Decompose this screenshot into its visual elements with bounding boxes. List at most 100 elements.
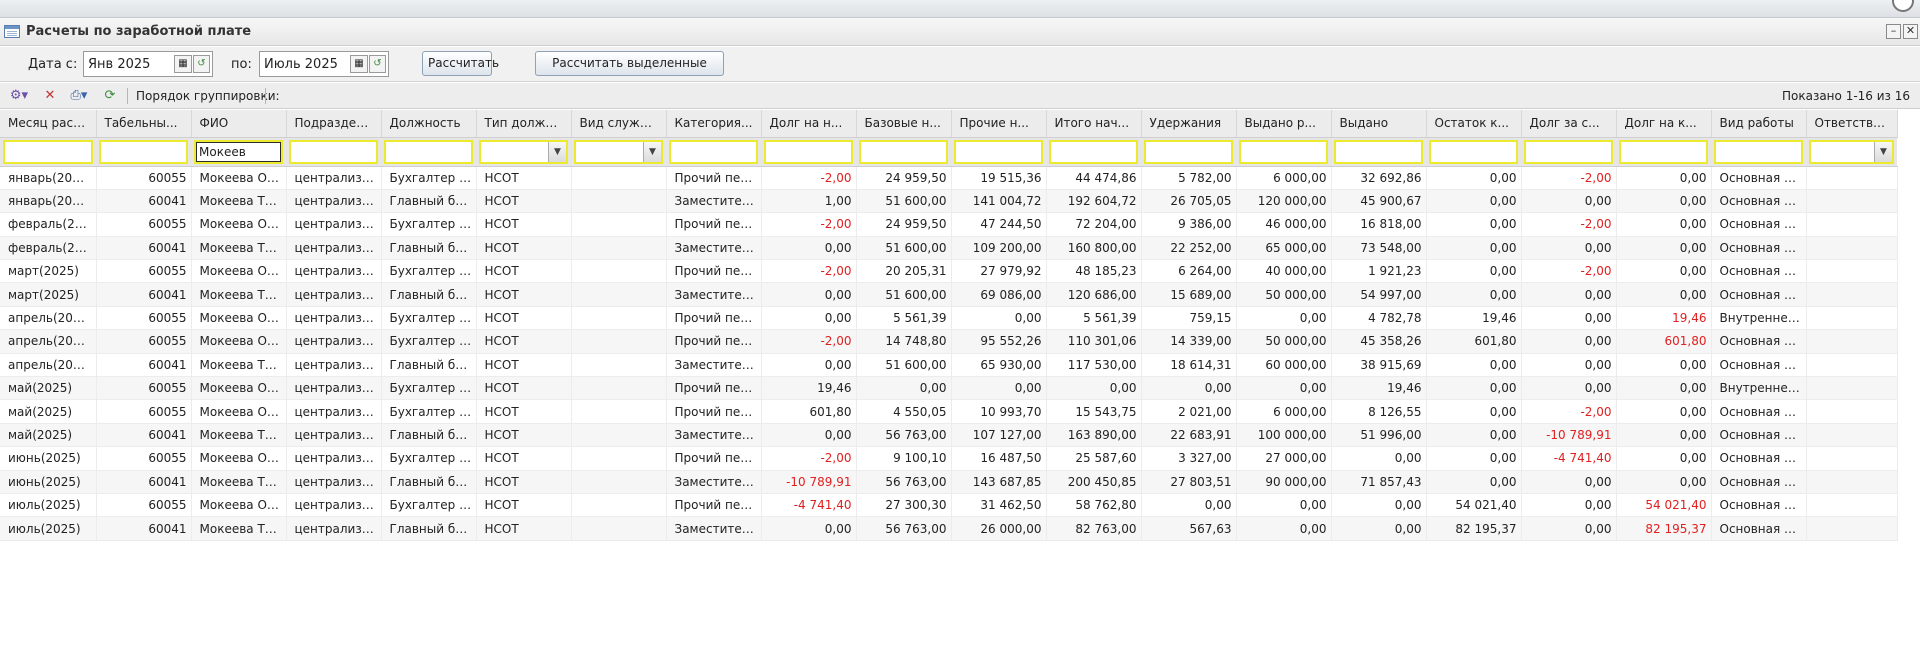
calendar-icon[interactable]: ▦ xyxy=(350,55,368,73)
date-to-field[interactable]: Июль 2025 ▦ ↺ xyxy=(259,51,389,77)
column-filter-input[interactable] xyxy=(99,139,188,164)
table-cell: Основная ра... xyxy=(1711,166,1807,190)
table-cell: Мокеева Ол... xyxy=(191,166,287,190)
column-header[interactable]: Вид служащ... xyxy=(571,110,667,138)
column-header[interactable]: Тип должно... xyxy=(476,110,572,138)
column-header[interactable]: Долг на н... xyxy=(761,110,857,138)
chevron-down-icon[interactable]: ▼ xyxy=(548,141,566,162)
table-cell: 8 126,55 xyxy=(1331,399,1427,424)
table-row[interactable]: март(2025) 60041 Мокеева Та... централизов.… xyxy=(0,282,1898,307)
table-cell: март(2025) xyxy=(0,282,97,307)
calculate-selected-button[interactable]: Рассчитать выделенные записи xyxy=(535,51,724,93)
column-header[interactable]: Базовые н... xyxy=(856,110,952,138)
table-cell: 0,00 xyxy=(1616,353,1712,378)
table-row[interactable]: апрель(2025) 60041 Мокеева Та... централизо… xyxy=(0,353,1898,378)
table-row[interactable]: январь(2025) 60055 Мокеева Ол... централизо… xyxy=(0,166,1898,190)
table-row[interactable]: май(2025) 60055 Мокеева Ол... централизов..… xyxy=(0,376,1898,401)
table-cell: 0,00 xyxy=(1236,306,1332,331)
table-row[interactable]: май(2025) 60055 Мокеева Ол... централизов..… xyxy=(0,399,1898,424)
table-cell: 100 000,00 xyxy=(1236,423,1332,448)
calendar-icon[interactable]: ▦ xyxy=(174,55,192,73)
chevron-down-icon[interactable]: ▼ xyxy=(643,141,661,162)
column-header[interactable]: Выдано xyxy=(1331,110,1427,138)
column-filter-input[interactable] xyxy=(1049,139,1138,164)
column-filter-input[interactable] xyxy=(859,139,948,164)
column-header[interactable]: Долг на к... xyxy=(1616,110,1712,138)
table-row[interactable]: апрель(2025) 60055 Мокеева Ол... централизо… xyxy=(0,329,1898,354)
column-header[interactable]: Месяц расче... xyxy=(0,110,97,138)
table-row[interactable]: март(2025) 60055 Мокеева Ол... централизов.… xyxy=(0,259,1898,284)
column-filter-combo[interactable]: ▼ xyxy=(574,139,663,164)
table-row[interactable]: июнь(2025) 60055 Мокеева Ол... централизов.… xyxy=(0,446,1898,471)
table-row[interactable]: январь(2025) 60041 Мокеева Та... централизо… xyxy=(0,189,1898,214)
table-row[interactable]: февраль(20... 60055 Мокеева Ол... централиз… xyxy=(0,212,1898,237)
table-cell: 0,00 xyxy=(1521,236,1617,261)
column-filter-input[interactable] xyxy=(764,139,853,164)
table-cell xyxy=(571,376,667,401)
column-filter-input[interactable] xyxy=(1714,139,1803,164)
table-cell: централизов... xyxy=(286,282,382,307)
table-cell xyxy=(571,446,667,471)
close-icon[interactable]: ✕ xyxy=(1903,24,1918,39)
date-from-field[interactable]: Янв 2025 ▦ ↺ xyxy=(83,51,213,77)
table-row[interactable]: апрель(2025) 60055 Мокеева Ол... централизо… xyxy=(0,306,1898,331)
column-header[interactable]: Итого нач... xyxy=(1046,110,1142,138)
table-row[interactable]: май(2025) 60041 Мокеева Та... централизов..… xyxy=(0,423,1898,448)
column-header[interactable]: Прочие н... xyxy=(951,110,1047,138)
column-header[interactable]: Долг за с... xyxy=(1521,110,1617,138)
column-header[interactable]: Вид работы xyxy=(1711,110,1807,138)
column-header[interactable]: Категория... xyxy=(666,110,762,138)
settings-menu-icon[interactable]: ⚙▾ xyxy=(9,88,29,103)
table-cell: Заместитель... xyxy=(666,282,762,307)
table-cell: -2,00 xyxy=(1521,212,1617,237)
table-cell: 15 543,75 xyxy=(1046,399,1142,424)
table-row[interactable]: июнь(2025) 60041 Мокеева Та... централизов.… xyxy=(0,470,1898,494)
column-filter-combo[interactable]: ▼ xyxy=(479,139,568,164)
column-filter-input[interactable] xyxy=(1334,139,1423,164)
table-cell: 60055 xyxy=(96,446,192,471)
table-cell xyxy=(571,423,667,448)
column-header[interactable]: Должность xyxy=(381,110,477,138)
table-cell: Главный бух... xyxy=(381,353,477,378)
chevron-down-icon[interactable]: ▼ xyxy=(1874,141,1892,162)
table-cell: 60055 xyxy=(96,166,192,190)
table-row[interactable]: февраль(20... 60041 Мокеева Та... централиз… xyxy=(0,236,1898,261)
column-filter-input[interactable] xyxy=(1239,139,1328,164)
calculate-button[interactable]: Рассчитать xyxy=(422,51,499,76)
column-header[interactable]: Табельны... xyxy=(96,110,192,138)
column-filter-input[interactable] xyxy=(289,139,378,164)
table-cell xyxy=(1806,470,1898,494)
column-header[interactable]: Подразделе... xyxy=(286,110,382,138)
column-filter-input[interactable] xyxy=(1429,139,1518,164)
column-filter-input[interactable] xyxy=(1524,139,1613,164)
grouping-label: Порядок группировки: xyxy=(136,89,280,103)
column-filter-combo[interactable]: ▼ xyxy=(1809,139,1894,164)
refresh-icon[interactable]: ⟳ xyxy=(104,88,116,103)
column-header[interactable]: Удержания xyxy=(1141,110,1237,138)
table-cell: НСОТ xyxy=(476,493,572,518)
column-filter-input[interactable] xyxy=(1144,139,1233,164)
column-filter-input[interactable] xyxy=(384,139,473,164)
table-cell: Основная ра... xyxy=(1711,259,1807,284)
column-header[interactable]: Остаток к... xyxy=(1426,110,1522,138)
column-filter-input[interactable] xyxy=(1619,139,1708,164)
apply-date-icon[interactable]: ↺ xyxy=(193,55,210,73)
column-filter-input[interactable] xyxy=(669,139,758,164)
column-header[interactable]: Выдано р... xyxy=(1236,110,1332,138)
table-cell: 50 000,00 xyxy=(1236,282,1332,307)
top-strip xyxy=(0,0,1920,18)
column-header[interactable]: ФИО xyxy=(191,110,287,138)
table-cell: 0,00 xyxy=(1521,282,1617,307)
fio-filter-input[interactable]: Мокеев xyxy=(194,139,283,164)
minimize-icon[interactable]: – xyxy=(1886,24,1901,39)
apply-date-icon[interactable]: ↺ xyxy=(369,55,386,73)
print-menu-icon[interactable]: ⎙▾ xyxy=(70,88,88,103)
clear-filter-icon[interactable]: ✕ xyxy=(44,88,56,103)
table-cell: 0,00 xyxy=(1521,470,1617,494)
column-filter-input[interactable] xyxy=(954,139,1043,164)
table-row[interactable]: июль(2025) 60041 Мокеева Та... централизов.… xyxy=(0,516,1898,541)
circle-button[interactable] xyxy=(1892,0,1914,12)
table-row[interactable]: июль(2025) 60055 Мокеева Ол... централизов.… xyxy=(0,493,1898,518)
column-header[interactable]: Ответственн... xyxy=(1806,110,1898,138)
column-filter-input[interactable] xyxy=(3,139,93,164)
